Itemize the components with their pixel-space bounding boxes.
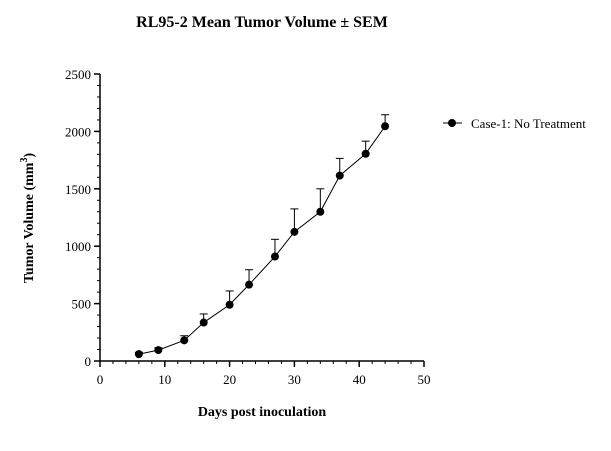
- data-point: [199, 318, 208, 327]
- data-point: [381, 122, 390, 131]
- data-point: [270, 252, 279, 261]
- x-tick-label: 30: [288, 372, 301, 387]
- y-tick-label: 1000: [65, 239, 91, 254]
- x-tick-label: 20: [223, 372, 236, 387]
- legend-label: Case-1: No Treatment: [471, 116, 586, 131]
- series-layer: [134, 114, 390, 359]
- data-point: [245, 280, 254, 289]
- y-tick-label: 1500: [65, 182, 91, 197]
- data-point: [316, 207, 325, 216]
- series-line: [138, 125, 386, 355]
- data-point: [225, 300, 234, 309]
- y-tick-label: 0: [85, 354, 92, 369]
- legend-marker: [448, 119, 456, 127]
- legend: Case-1: No Treatment: [443, 116, 586, 131]
- axes: [99, 74, 424, 362]
- x-axis-label: Days post inoculation: [198, 405, 327, 420]
- y-axis-label-suffix: ): [22, 153, 37, 158]
- y-ticks: 0 500 1000 1500 2000 2500: [65, 67, 100, 369]
- x-tick-label: 50: [418, 372, 431, 387]
- data-point: [335, 171, 344, 180]
- data-point: [154, 346, 163, 355]
- y-tick-label: 500: [72, 297, 92, 312]
- data-point: [290, 227, 299, 236]
- x-tick-label: 40: [353, 372, 366, 387]
- data-point: [180, 336, 189, 345]
- x-ticks: 0 10 20 30 40 50: [97, 361, 431, 387]
- data-point: [134, 350, 143, 359]
- y-axis-label-superscript: 3: [19, 158, 30, 163]
- y-tick-label: 2000: [65, 124, 91, 139]
- data-point: [361, 149, 370, 158]
- chart-title: RL95-2 Mean Tumor Volume ± SEM: [136, 14, 388, 31]
- x-tick-label: 0: [97, 372, 104, 387]
- y-tick-label: 2500: [65, 67, 91, 82]
- y-axis-label-main: Tumor Volume (mm: [22, 162, 37, 283]
- x-tick-label: 10: [158, 372, 171, 387]
- y-axis-label: Tumor Volume (mm3): [19, 153, 37, 284]
